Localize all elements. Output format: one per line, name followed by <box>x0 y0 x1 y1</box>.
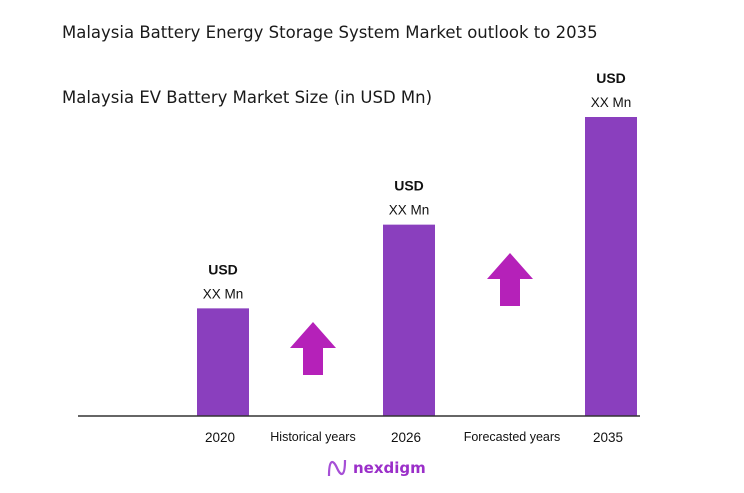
x-tick-label: 2035 <box>593 430 623 445</box>
data-label-currency: USD <box>596 70 626 86</box>
data-label-value: XX Mn <box>591 95 632 110</box>
nexdigm-wave-icon <box>327 459 347 477</box>
bar-2035 <box>585 117 637 416</box>
x-tick-label: 2020 <box>205 430 235 445</box>
nexdigm-logo: nexdigm <box>326 457 426 479</box>
growth-arrow-up-icon <box>290 322 336 375</box>
data-label-value: XX Mn <box>203 286 244 301</box>
data-label-currency: USD <box>394 178 424 194</box>
period-label-historical: Historical years <box>270 430 355 444</box>
brand-name: nexdigm <box>353 459 426 477</box>
chart-subtitle: Malaysia EV Battery Market Size (in USD … <box>62 88 433 107</box>
period-label-forecast: Forecasted years <box>464 430 561 444</box>
bar-2020 <box>197 308 249 416</box>
data-label-currency: USD <box>208 261 238 277</box>
growth-arrow-up-icon <box>487 253 533 306</box>
bar-2026 <box>383 224 435 416</box>
data-label-value: XX Mn <box>389 203 430 218</box>
x-tick-label: 2026 <box>391 430 421 445</box>
chart-title: Malaysia Battery Energy Storage System M… <box>62 23 598 42</box>
